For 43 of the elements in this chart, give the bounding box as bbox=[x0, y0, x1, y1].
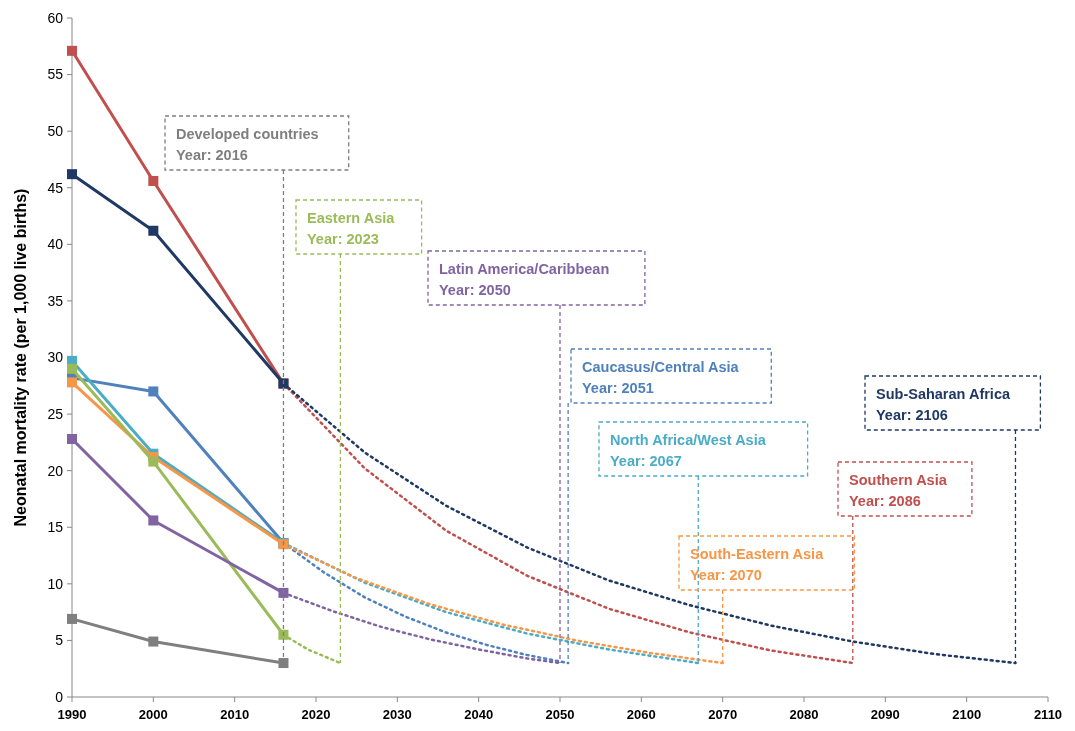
y-tick-label: 15 bbox=[47, 519, 64, 536]
ref-line-label: Year: 2067 bbox=[610, 453, 682, 469]
ref-line-label: Year: 2086 bbox=[849, 493, 921, 509]
text: Eastern Asia bbox=[307, 210, 396, 226]
y-tick-label: 40 bbox=[47, 236, 64, 253]
text: Sub-Saharan Africa bbox=[876, 386, 1011, 402]
y-tick-label: 55 bbox=[47, 66, 64, 83]
text: North Africa/West Asia bbox=[610, 432, 767, 448]
y-tick-label: 25 bbox=[47, 405, 64, 422]
x-tick-label: 2090 bbox=[870, 707, 900, 722]
x-tick-label: 1990 bbox=[57, 707, 87, 722]
x-tick-label: 2010 bbox=[220, 707, 250, 722]
x-tick-label: 2030 bbox=[382, 707, 412, 722]
ref-line-label: Year: 2051 bbox=[582, 380, 654, 396]
x-tick-label: 2020 bbox=[301, 707, 331, 722]
text: South-Eastern Asia bbox=[690, 546, 825, 562]
ref-line-label: Year: 2023 bbox=[307, 231, 379, 247]
y-tick-label: 35 bbox=[47, 292, 64, 309]
x-tick-label: 2050 bbox=[545, 707, 575, 722]
y-tick-label: 20 bbox=[47, 462, 64, 479]
x-tick-label: 2070 bbox=[708, 707, 738, 722]
text: Caucasus/Central Asia bbox=[582, 359, 740, 375]
x-tick-label: 2110 bbox=[1033, 707, 1063, 722]
text: Latin America/Caribbean bbox=[439, 261, 610, 277]
x-tick-label: 2040 bbox=[464, 707, 494, 722]
y-tick-label: 45 bbox=[47, 179, 64, 196]
ref-line-label: Year: 2070 bbox=[690, 567, 762, 583]
y-tick-label: 60 bbox=[47, 9, 64, 26]
x-tick-label: 2000 bbox=[138, 707, 168, 722]
y-tick-label: 10 bbox=[47, 575, 64, 592]
ref-line-label: Year: 2050 bbox=[439, 282, 511, 298]
x-tick-label: 2060 bbox=[626, 707, 656, 722]
x-tick-label: 2100 bbox=[952, 707, 982, 722]
y-axis-title: Neonatal mortality rate (per 1,000 live births) bbox=[12, 188, 29, 527]
y-tick-label: 5 bbox=[55, 632, 64, 649]
text: Developed countries bbox=[176, 126, 319, 142]
y-tick-label: 30 bbox=[47, 349, 64, 366]
ref-line-label: Year: 2016 bbox=[176, 147, 248, 163]
y-tick-label: 0 bbox=[55, 688, 64, 705]
ref-line-label: Year: 2106 bbox=[876, 407, 948, 423]
y-tick-label: 50 bbox=[47, 123, 64, 140]
text: Southern Asia bbox=[849, 472, 948, 488]
x-tick-label: 2080 bbox=[789, 707, 819, 722]
